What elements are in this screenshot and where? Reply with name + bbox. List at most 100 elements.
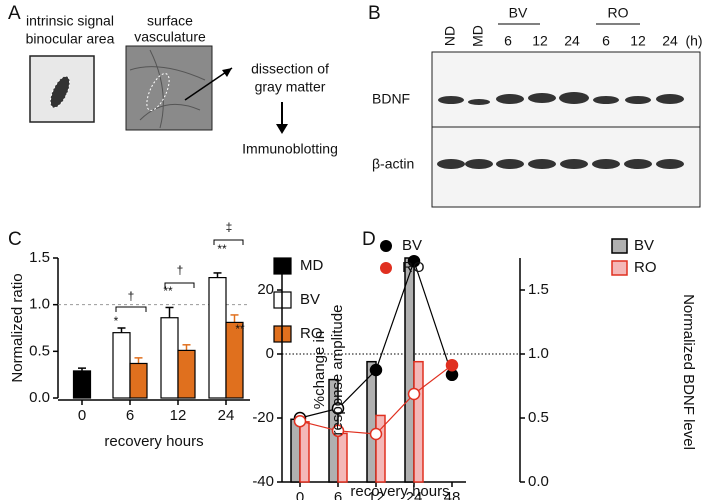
y-tick-label: 20 (257, 281, 274, 298)
blot-bands (437, 92, 684, 169)
y2-tick-label: 0.5 (528, 409, 549, 426)
vasculature-image (125, 45, 213, 131)
bar (375, 414, 386, 483)
point (369, 427, 383, 441)
vessels (129, 49, 206, 129)
unit-label: (h) (685, 33, 702, 49)
lane-label: MD (470, 25, 486, 47)
group-label: BV (509, 5, 528, 21)
bar (413, 360, 424, 483)
group-label: RO (608, 5, 629, 21)
caption: surface (147, 13, 193, 29)
x-tick-label: 24 (406, 489, 423, 500)
point (331, 402, 345, 415)
y-axis-label: response amplitude (329, 305, 346, 436)
time-label: 6 (602, 33, 610, 49)
y-tick-label: 0.0 (29, 389, 50, 406)
blot-image (431, 51, 701, 208)
binocular-area (146, 73, 170, 111)
arrowhead (276, 124, 288, 134)
y2-axis-label: Normalized BDNF level (680, 294, 697, 450)
y-tick-label: 1.5 (29, 249, 50, 266)
caption: dissection of (251, 61, 329, 77)
significance-bracket (115, 306, 147, 312)
y-tick-label: -20 (252, 409, 274, 426)
annotation: ** (217, 242, 227, 256)
x-tick-label: 6 (126, 407, 134, 424)
bar (72, 370, 92, 399)
x-axis-label: recovery hours (350, 483, 449, 500)
point (445, 358, 459, 372)
bar (299, 421, 310, 483)
time-label: 12 (532, 33, 548, 49)
y2-tick-label: 1.0 (528, 345, 549, 362)
legend-marker (380, 262, 392, 274)
caption: binocular area (26, 31, 115, 47)
bar (160, 317, 179, 399)
legend-label: MD (300, 257, 323, 274)
x-tick-label: 6 (334, 489, 342, 500)
time-label: 6 (504, 33, 512, 49)
caption: intrinsic signal (26, 13, 114, 29)
annotation: ‡ (226, 220, 233, 234)
legend-label: BV (634, 237, 654, 254)
caption: vasculature (134, 29, 206, 45)
x-tick-label: 24 (218, 407, 235, 424)
row-label: β-actin (372, 156, 414, 172)
annotation: * (114, 314, 119, 328)
arrow (184, 67, 233, 101)
time-label: 24 (662, 33, 678, 49)
x-tick-label: 12 (170, 407, 187, 424)
binocular-area (49, 75, 71, 109)
legend-label: BV (402, 237, 422, 254)
bar (177, 349, 196, 399)
bar (129, 362, 148, 399)
time-label: 24 (564, 33, 580, 49)
bar (337, 432, 348, 483)
point (293, 414, 307, 428)
bar (290, 418, 301, 483)
annotation: † (177, 263, 184, 277)
panel-label: A (8, 3, 21, 24)
time-label: 12 (630, 33, 646, 49)
y-tick-label: 0.5 (29, 342, 50, 359)
row-label: BDNF (372, 91, 410, 107)
y-tick-label: -40 (252, 473, 274, 490)
x-tick-label: 0 (78, 407, 86, 424)
x-axis-label: recovery hours (104, 433, 203, 450)
y-tick-label: 0 (266, 345, 274, 362)
caption: gray matter (255, 79, 326, 95)
annotation: ** (163, 284, 173, 298)
x-tick-label: 12 (368, 489, 385, 500)
x-tick-label: 0 (296, 489, 304, 500)
legend-label: BV (300, 291, 320, 308)
caption: Immunoblotting (242, 141, 338, 157)
legend-label: RO (402, 259, 425, 276)
point (407, 254, 421, 268)
panel-label: D (362, 229, 376, 250)
legend-label: RO (300, 325, 323, 342)
y-axis-label: Normalized ratio (9, 273, 26, 382)
annotation: ** (235, 322, 245, 336)
legend-marker (380, 240, 392, 252)
point (407, 387, 421, 401)
annotation: † (128, 289, 135, 303)
lane-label: ND (442, 26, 458, 46)
y-axis-label: %change in (311, 331, 328, 409)
bar (112, 332, 131, 399)
y2-tick-label: 1.5 (528, 281, 549, 298)
bar (208, 277, 227, 399)
x-tick-label: 48 (444, 489, 461, 500)
y2-tick-label: 0.0 (528, 473, 549, 490)
legend-label: RO (634, 259, 657, 276)
bar (366, 360, 377, 483)
legend-swatch (611, 260, 628, 276)
significance-bracket (213, 239, 244, 245)
panel-label: C (8, 229, 22, 250)
point (331, 424, 345, 438)
bar (225, 321, 244, 399)
y-tick-label: 1.0 (29, 296, 50, 313)
bar (404, 257, 415, 483)
legend-swatch (611, 238, 628, 254)
